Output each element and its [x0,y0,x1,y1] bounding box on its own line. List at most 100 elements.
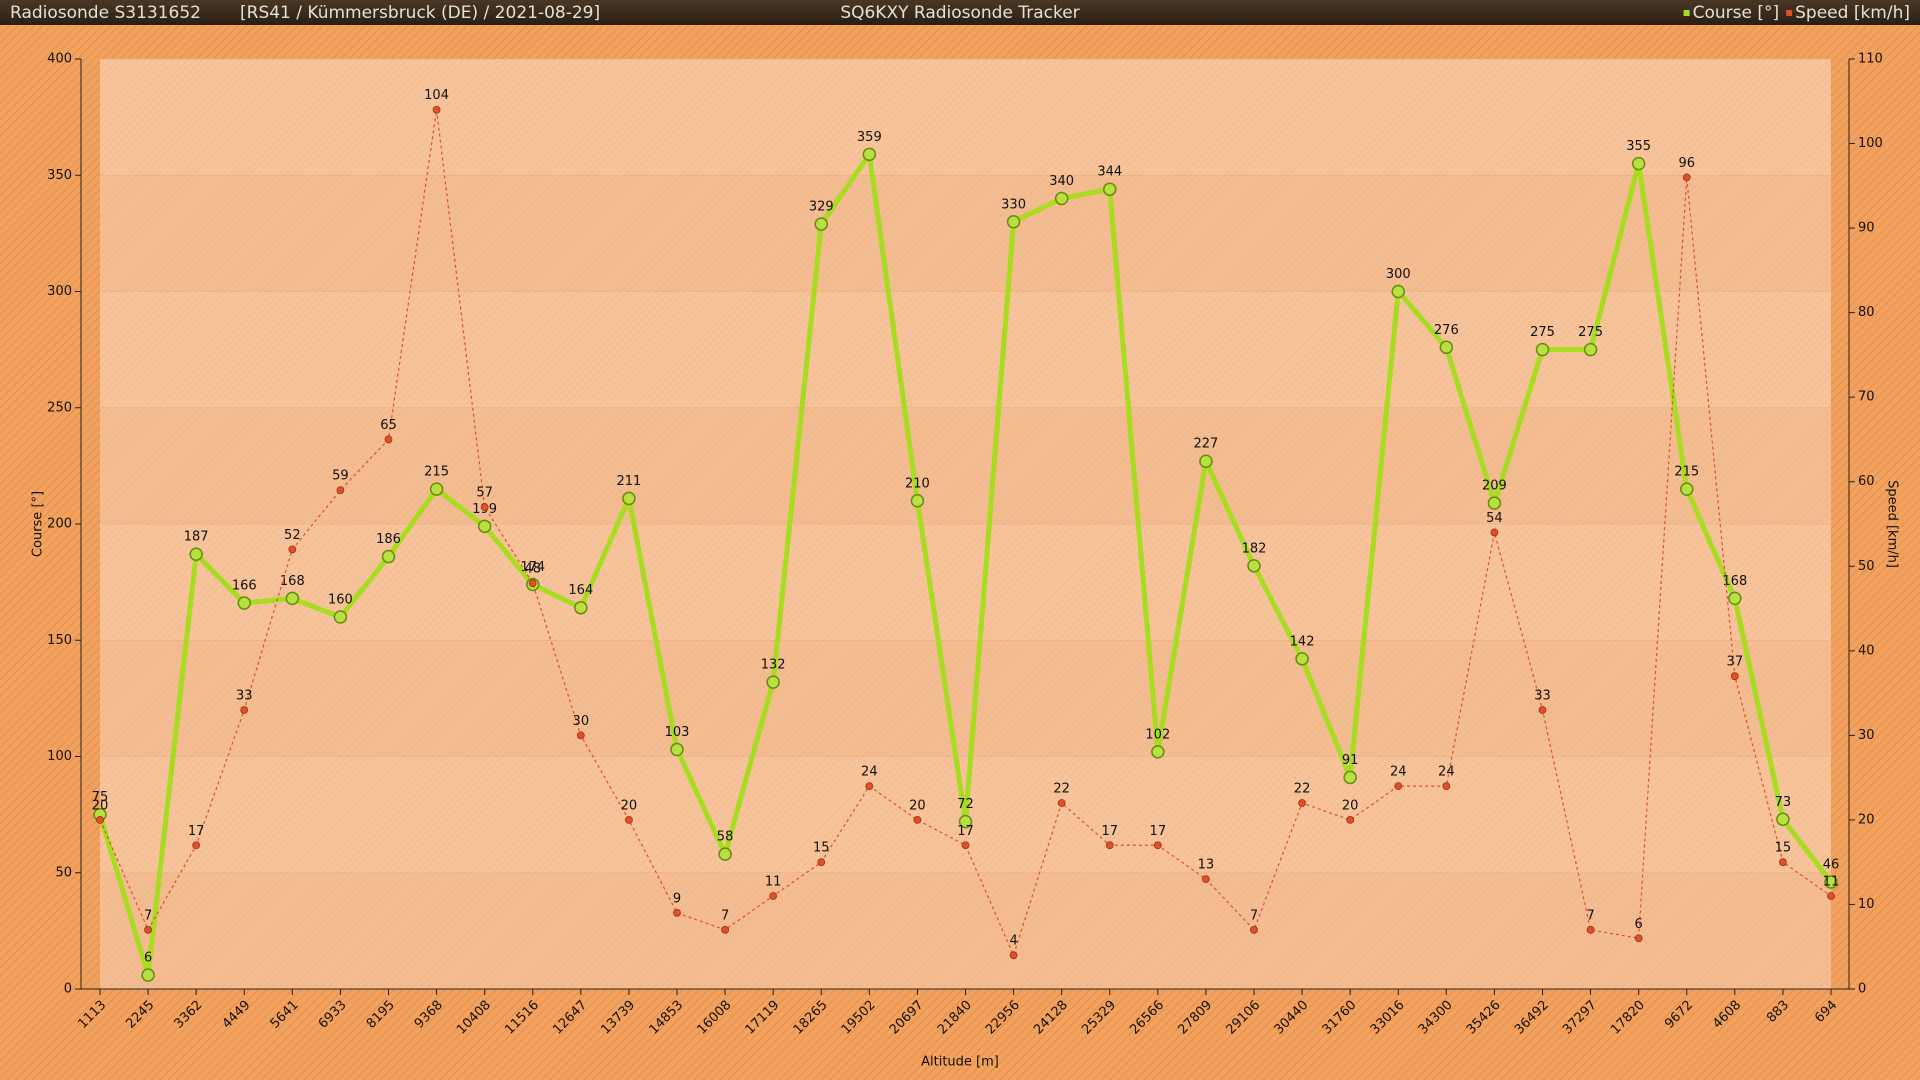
data-label: 210 [905,476,930,491]
data-label: 6 [144,951,152,966]
speed-point [961,841,970,850]
course-point [1151,745,1165,759]
data-label: 73 [1775,795,1792,810]
speed-point [1490,528,1499,537]
course-point [766,675,780,689]
y-tick-label: 0 [64,982,72,997]
data-label: 209 [1482,479,1507,494]
speed-point [144,925,152,934]
data-label: 58 [717,830,734,845]
header-bar [0,0,1920,25]
course-point [1295,652,1309,666]
data-label: 11 [1823,875,1840,890]
course-point [1728,591,1742,606]
course-point [1776,812,1790,827]
course-point [477,519,492,534]
speed-point [1202,875,1210,883]
data-label: 186 [376,532,401,547]
course-point [718,847,732,861]
data-label: 15 [1775,841,1792,856]
data-label: 33 [236,689,253,704]
speed-point [1538,706,1547,714]
data-label: 215 [424,465,449,480]
speed-point [625,816,633,824]
data-label: 48 [524,562,541,577]
data-label: 142 [1290,634,1315,649]
y-tick-label: 100 [47,749,72,764]
course-point [1006,215,1021,229]
grid-band [100,640,1831,757]
y-tick-label: 150 [47,633,72,648]
course-point [574,600,588,615]
data-label: 30 [573,714,590,729]
y2-axis-label: Speed [km/h] [1885,480,1900,568]
legend-swatch [1683,10,1690,16]
speed-point [913,816,922,824]
data-label: 24 [1390,765,1407,780]
data-label: 17 [1150,824,1167,839]
speed-point [1634,934,1643,943]
data-label: 46 [1823,858,1840,873]
data-label: 33 [1534,689,1551,704]
speed-point [480,503,489,511]
data-label: 7 [1586,908,1594,923]
y2-tick-label: 80 [1858,305,1875,320]
course-point [141,968,155,982]
speed-point [192,841,201,850]
data-label: 275 [1530,325,1555,340]
data-label: 65 [380,418,397,433]
y-tick-label: 50 [55,865,72,880]
course-point [237,596,251,610]
speed-point [528,579,537,588]
data-label: 75 [92,790,109,805]
course-point [1103,182,1117,196]
data-label: 54 [1486,511,1503,526]
data-label: 329 [809,200,834,215]
speed-point [1105,841,1114,850]
y2-tick-label: 50 [1858,559,1875,574]
data-label: 340 [1049,174,1074,189]
y-tick-label: 350 [47,168,72,183]
data-label: 276 [1434,323,1459,338]
y2-tick-label: 30 [1858,728,1875,743]
course-point [670,742,684,757]
course-point [958,814,973,829]
course-point [1824,875,1838,889]
data-label: 7 [721,908,729,923]
data-label: 20 [1342,798,1359,813]
speed-point [1586,925,1595,934]
data-label: 4 [1009,934,1017,949]
speed-point [1009,951,1018,960]
course-point [429,482,444,496]
speed-point [673,909,681,917]
data-label: 17 [1101,824,1118,839]
data-label: 168 [1722,574,1747,589]
data-label: 330 [1001,197,1026,212]
speed-point [96,816,104,824]
grid-band [100,175,1831,292]
data-label: 166 [232,579,257,594]
data-label: 37 [1727,655,1744,670]
course-point [862,147,877,162]
speed-point [1779,858,1787,867]
y-tick-label: 400 [47,52,72,67]
speed-point [384,435,393,444]
y-tick-label: 200 [47,517,72,532]
x-axis-label: Altitude [m] [921,1055,999,1070]
y-tick-label: 250 [47,400,72,415]
speed-point [721,925,729,934]
data-label: 168 [280,574,305,589]
y2-tick-label: 40 [1858,643,1875,658]
data-label: 164 [568,583,593,598]
speed-point [432,105,441,114]
course-point [1535,342,1550,357]
data-label: 344 [1097,165,1122,180]
course-point [622,491,636,506]
y2-tick-label: 100 [1858,136,1883,151]
data-label: 215 [1674,465,1699,480]
speed-point [1827,892,1835,900]
data-label: 182 [1242,541,1267,556]
y2-tick-label: 20 [1858,812,1875,827]
speed-point [1730,672,1739,681]
